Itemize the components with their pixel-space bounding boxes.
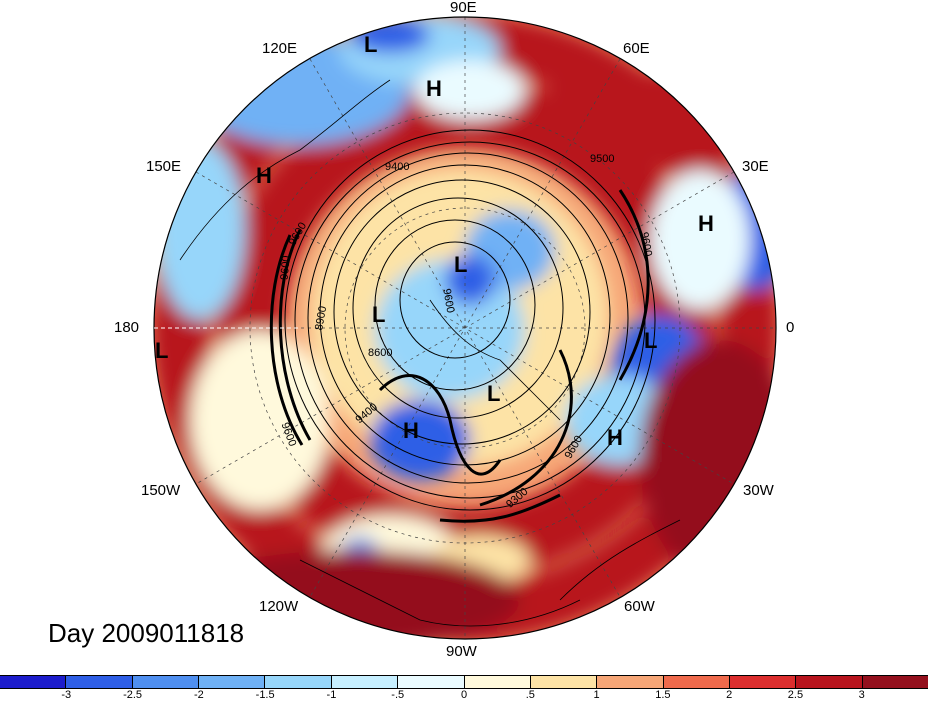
colorbar-tick-label: 1.5 <box>655 689 671 701</box>
colorbar-segment <box>862 676 928 688</box>
colorbar-ticks: -3 -2.5 -2 -1.5 -1 -.5 0 .5 1 1.5 2 2.5 3 <box>0 689 928 702</box>
contour-label: 9600 <box>638 231 654 257</box>
high-pressure-marker: H <box>698 211 714 236</box>
colorbar-segment <box>265 676 332 688</box>
contour-label: 8900 <box>313 305 329 331</box>
colorbar-segment <box>398 676 465 688</box>
colorbar-segment <box>331 676 399 688</box>
colorbar-segment <box>132 676 200 688</box>
colorbar-tick-label: 2 <box>726 689 733 701</box>
low-pressure-marker: L <box>155 338 169 363</box>
colorbar-segment <box>66 676 133 688</box>
contour-label: 9600 <box>440 288 456 314</box>
colorbar-segment <box>0 676 67 688</box>
low-pressure-marker: L <box>454 252 468 277</box>
colorbar-tick-label: 2.5 <box>787 689 804 701</box>
high-pressure-marker: H <box>426 76 442 101</box>
low-pressure-marker: L <box>644 328 658 353</box>
colorbar-segment <box>464 676 531 688</box>
low-pressure-marker: L <box>364 32 378 57</box>
colorbar-tick-label: 3 <box>858 689 865 701</box>
colorbar-segment <box>597 676 664 688</box>
lon-label-150w: 150W <box>141 482 181 499</box>
lon-label-0: 0 <box>786 319 795 336</box>
high-pressure-marker: H <box>256 163 272 188</box>
low-pressure-marker: L <box>372 302 386 327</box>
date-title: Day 2009011818 <box>48 618 245 648</box>
colorbar-tick-label: -1 <box>326 689 337 701</box>
lon-label-60e: 60E <box>623 40 650 57</box>
colorbar-tick-label: -3 <box>61 689 72 701</box>
lon-label-120w: 120W <box>259 598 299 615</box>
colorbar <box>0 675 928 689</box>
colorbar-tick-label: -2.5 <box>123 689 143 701</box>
lon-label-90w: 90W <box>446 643 477 660</box>
lon-label-60w: 60W <box>624 598 655 615</box>
colorbar-tick-label: -2 <box>193 689 204 701</box>
lon-label-120e: 120E <box>262 40 298 57</box>
colorbar-segment <box>729 676 797 688</box>
colorbar-tick-label: -.5 <box>391 689 405 701</box>
colorbar-tick-label: 0 <box>460 689 468 701</box>
colorbar-segment <box>663 676 730 688</box>
lon-label-180: 180 <box>114 319 140 336</box>
contour-label: 9500 <box>590 153 614 165</box>
colorbar-tick-label: .5 <box>525 689 535 701</box>
lon-label-90e: 90E <box>450 0 477 16</box>
colorbar-segment <box>199 676 266 688</box>
high-pressure-marker: H <box>607 425 623 450</box>
colorbar-segment <box>796 676 863 688</box>
contour-label: 9400 <box>385 161 409 173</box>
lon-label-150e: 150E <box>146 158 182 175</box>
colorbar-segment <box>530 676 598 688</box>
lon-label-30w: 30W <box>743 482 774 499</box>
colorbar-tick-label: -1.5 <box>255 689 275 701</box>
low-pressure-marker: L <box>487 381 501 406</box>
colorbar-tick-label: 1 <box>593 689 600 701</box>
high-pressure-marker: H <box>403 418 419 443</box>
contour-label: 8600 <box>368 347 392 359</box>
anomaly-field <box>154 17 776 639</box>
contour-label: 9600 <box>279 255 293 280</box>
lon-label-30e: 30E <box>742 158 769 175</box>
